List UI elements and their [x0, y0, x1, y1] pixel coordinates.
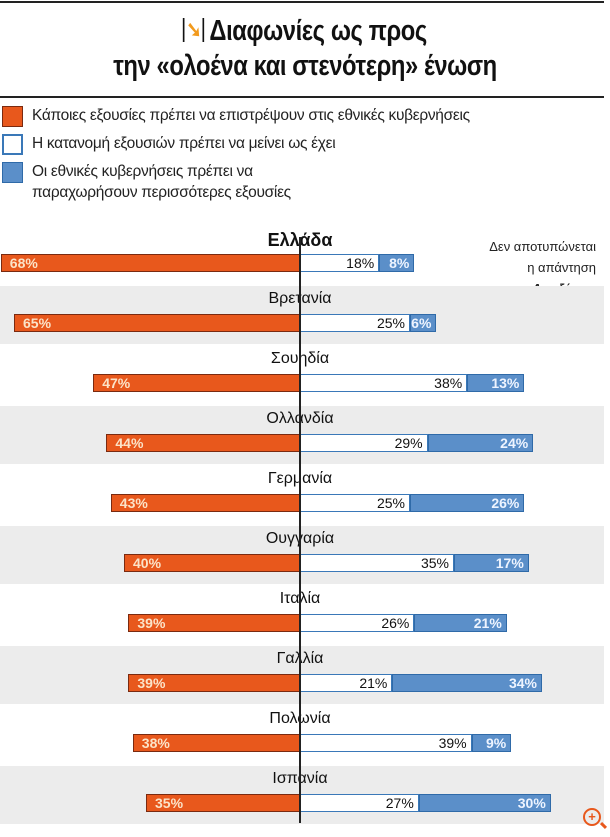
zoom-in-icon[interactable]: +: [583, 808, 601, 826]
legend-swatch: [2, 134, 23, 155]
bar-segment-keep-as-is: 21%: [300, 674, 393, 692]
bar-segment-return-powers: 44%: [106, 434, 300, 452]
bar-segment-return-powers: 39%: [128, 674, 300, 692]
bar-segment-keep-as-is: 35%: [300, 554, 454, 572]
legend-label: Κάποιες εξουσίες πρέπει να επιστρέψουν σ…: [32, 107, 470, 124]
chart-title: Διαφωνίες ως προς την «ολοένα και στενότ…: [55, 12, 555, 84]
title-rule: [0, 96, 604, 98]
note-line-2: η απάντηση: [527, 260, 596, 275]
title-line-2: την «ολοένα και στενότερη» ένωση: [113, 50, 497, 82]
bar-segment-keep-as-is: 26%: [300, 614, 415, 632]
bar-segment-more-powers: 9%: [471, 734, 512, 752]
bar-segment-more-powers: 17%: [454, 554, 529, 572]
bar-segment-return-powers: 39%: [128, 614, 300, 632]
legend-swatch: [2, 162, 23, 183]
bar-segment-keep-as-is: 38%: [300, 374, 468, 392]
bar-segment-more-powers: 13%: [467, 374, 525, 392]
top-rule: [0, 1, 604, 3]
bar-segment-more-powers: 8%: [379, 254, 415, 272]
bar-segment-keep-as-is: 27%: [300, 794, 419, 812]
bar-segment-more-powers: 6%: [410, 314, 437, 332]
arrow-logo-icon: [183, 12, 205, 47]
note-line-1: Δεν αποτυπώνεται: [489, 239, 596, 254]
bar-segment-return-powers: 40%: [124, 554, 300, 572]
bar-segment-more-powers: 24%: [427, 434, 534, 452]
bar-segment-more-powers: 30%: [418, 794, 551, 812]
bar-segment-keep-as-is: 39%: [300, 734, 472, 752]
title-line-1: Διαφωνίες ως προς: [209, 15, 427, 47]
bar-segment-return-powers: 43%: [110, 494, 300, 512]
bar-segment-more-powers: 34%: [392, 674, 542, 692]
bar-segment-return-powers: 47%: [93, 374, 300, 392]
bar-segment-return-powers: 65%: [14, 314, 300, 332]
bar-segment-keep-as-is: 29%: [300, 434, 428, 452]
bar-segment-keep-as-is: 25%: [300, 494, 410, 512]
legend-swatch: [2, 106, 23, 127]
bar-segment-keep-as-is: 25%: [300, 314, 410, 332]
bar-segment-return-powers: 35%: [146, 794, 300, 812]
legend-label: Οι εθνικές κυβερνήσεις πρέπει να παραχωρ…: [32, 163, 291, 201]
bar-segment-return-powers: 38%: [132, 734, 300, 752]
center-axis: [299, 237, 301, 823]
bar-segment-more-powers: 21%: [414, 614, 507, 632]
bar-segment-keep-as-is: 18%: [300, 254, 380, 272]
legend-label: Η κατανομή εξουσιών πρέπει να μείνει ως …: [32, 135, 336, 152]
bar-segment-more-powers: 26%: [410, 494, 525, 512]
bar-segment-return-powers: 68%: [0, 254, 300, 272]
